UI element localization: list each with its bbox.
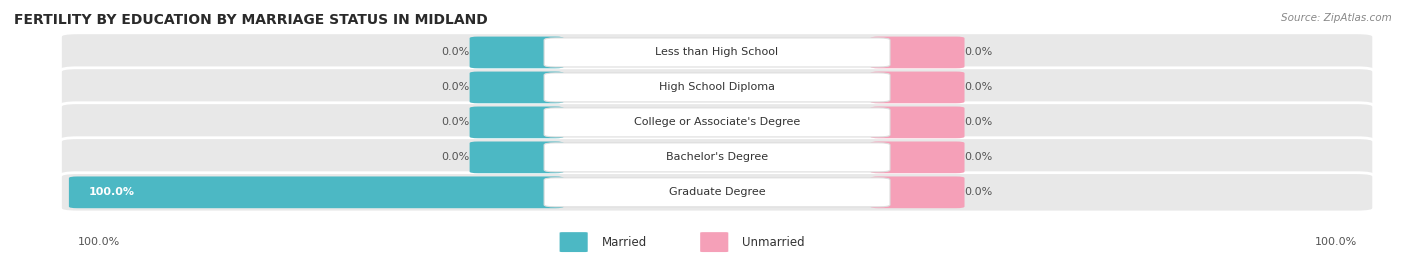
FancyBboxPatch shape [60,138,1374,177]
Text: 0.0%: 0.0% [441,117,470,128]
Text: Source: ZipAtlas.com: Source: ZipAtlas.com [1281,13,1392,23]
FancyBboxPatch shape [544,178,890,207]
FancyBboxPatch shape [870,37,965,68]
FancyBboxPatch shape [544,108,890,137]
FancyBboxPatch shape [60,68,1374,107]
FancyBboxPatch shape [470,107,564,138]
Text: 0.0%: 0.0% [965,187,993,197]
Text: 0.0%: 0.0% [965,47,993,58]
FancyBboxPatch shape [60,173,1374,212]
FancyBboxPatch shape [60,33,1374,72]
FancyBboxPatch shape [870,107,965,138]
Text: Graduate Degree: Graduate Degree [669,187,765,197]
FancyBboxPatch shape [544,38,890,67]
Text: High School Diploma: High School Diploma [659,82,775,93]
FancyBboxPatch shape [560,232,588,252]
Text: 0.0%: 0.0% [965,152,993,162]
Text: 0.0%: 0.0% [965,82,993,93]
FancyBboxPatch shape [470,37,564,68]
Text: 0.0%: 0.0% [965,117,993,128]
Text: Unmarried: Unmarried [742,236,806,249]
Text: 100.0%: 100.0% [77,237,120,247]
Text: Bachelor's Degree: Bachelor's Degree [666,152,768,162]
FancyBboxPatch shape [870,176,965,208]
Text: 0.0%: 0.0% [441,47,470,58]
Text: Married: Married [602,236,647,249]
FancyBboxPatch shape [700,232,728,252]
Text: 100.0%: 100.0% [1315,237,1357,247]
Text: 100.0%: 100.0% [89,187,135,197]
Text: 0.0%: 0.0% [441,152,470,162]
FancyBboxPatch shape [870,72,965,103]
FancyBboxPatch shape [470,72,564,103]
FancyBboxPatch shape [60,103,1374,142]
Text: 0.0%: 0.0% [441,82,470,93]
FancyBboxPatch shape [544,143,890,172]
Text: Less than High School: Less than High School [655,47,779,58]
FancyBboxPatch shape [544,73,890,102]
FancyBboxPatch shape [870,141,965,173]
Text: College or Associate's Degree: College or Associate's Degree [634,117,800,128]
FancyBboxPatch shape [470,141,564,173]
FancyBboxPatch shape [69,176,564,208]
Text: FERTILITY BY EDUCATION BY MARRIAGE STATUS IN MIDLAND: FERTILITY BY EDUCATION BY MARRIAGE STATU… [14,13,488,27]
